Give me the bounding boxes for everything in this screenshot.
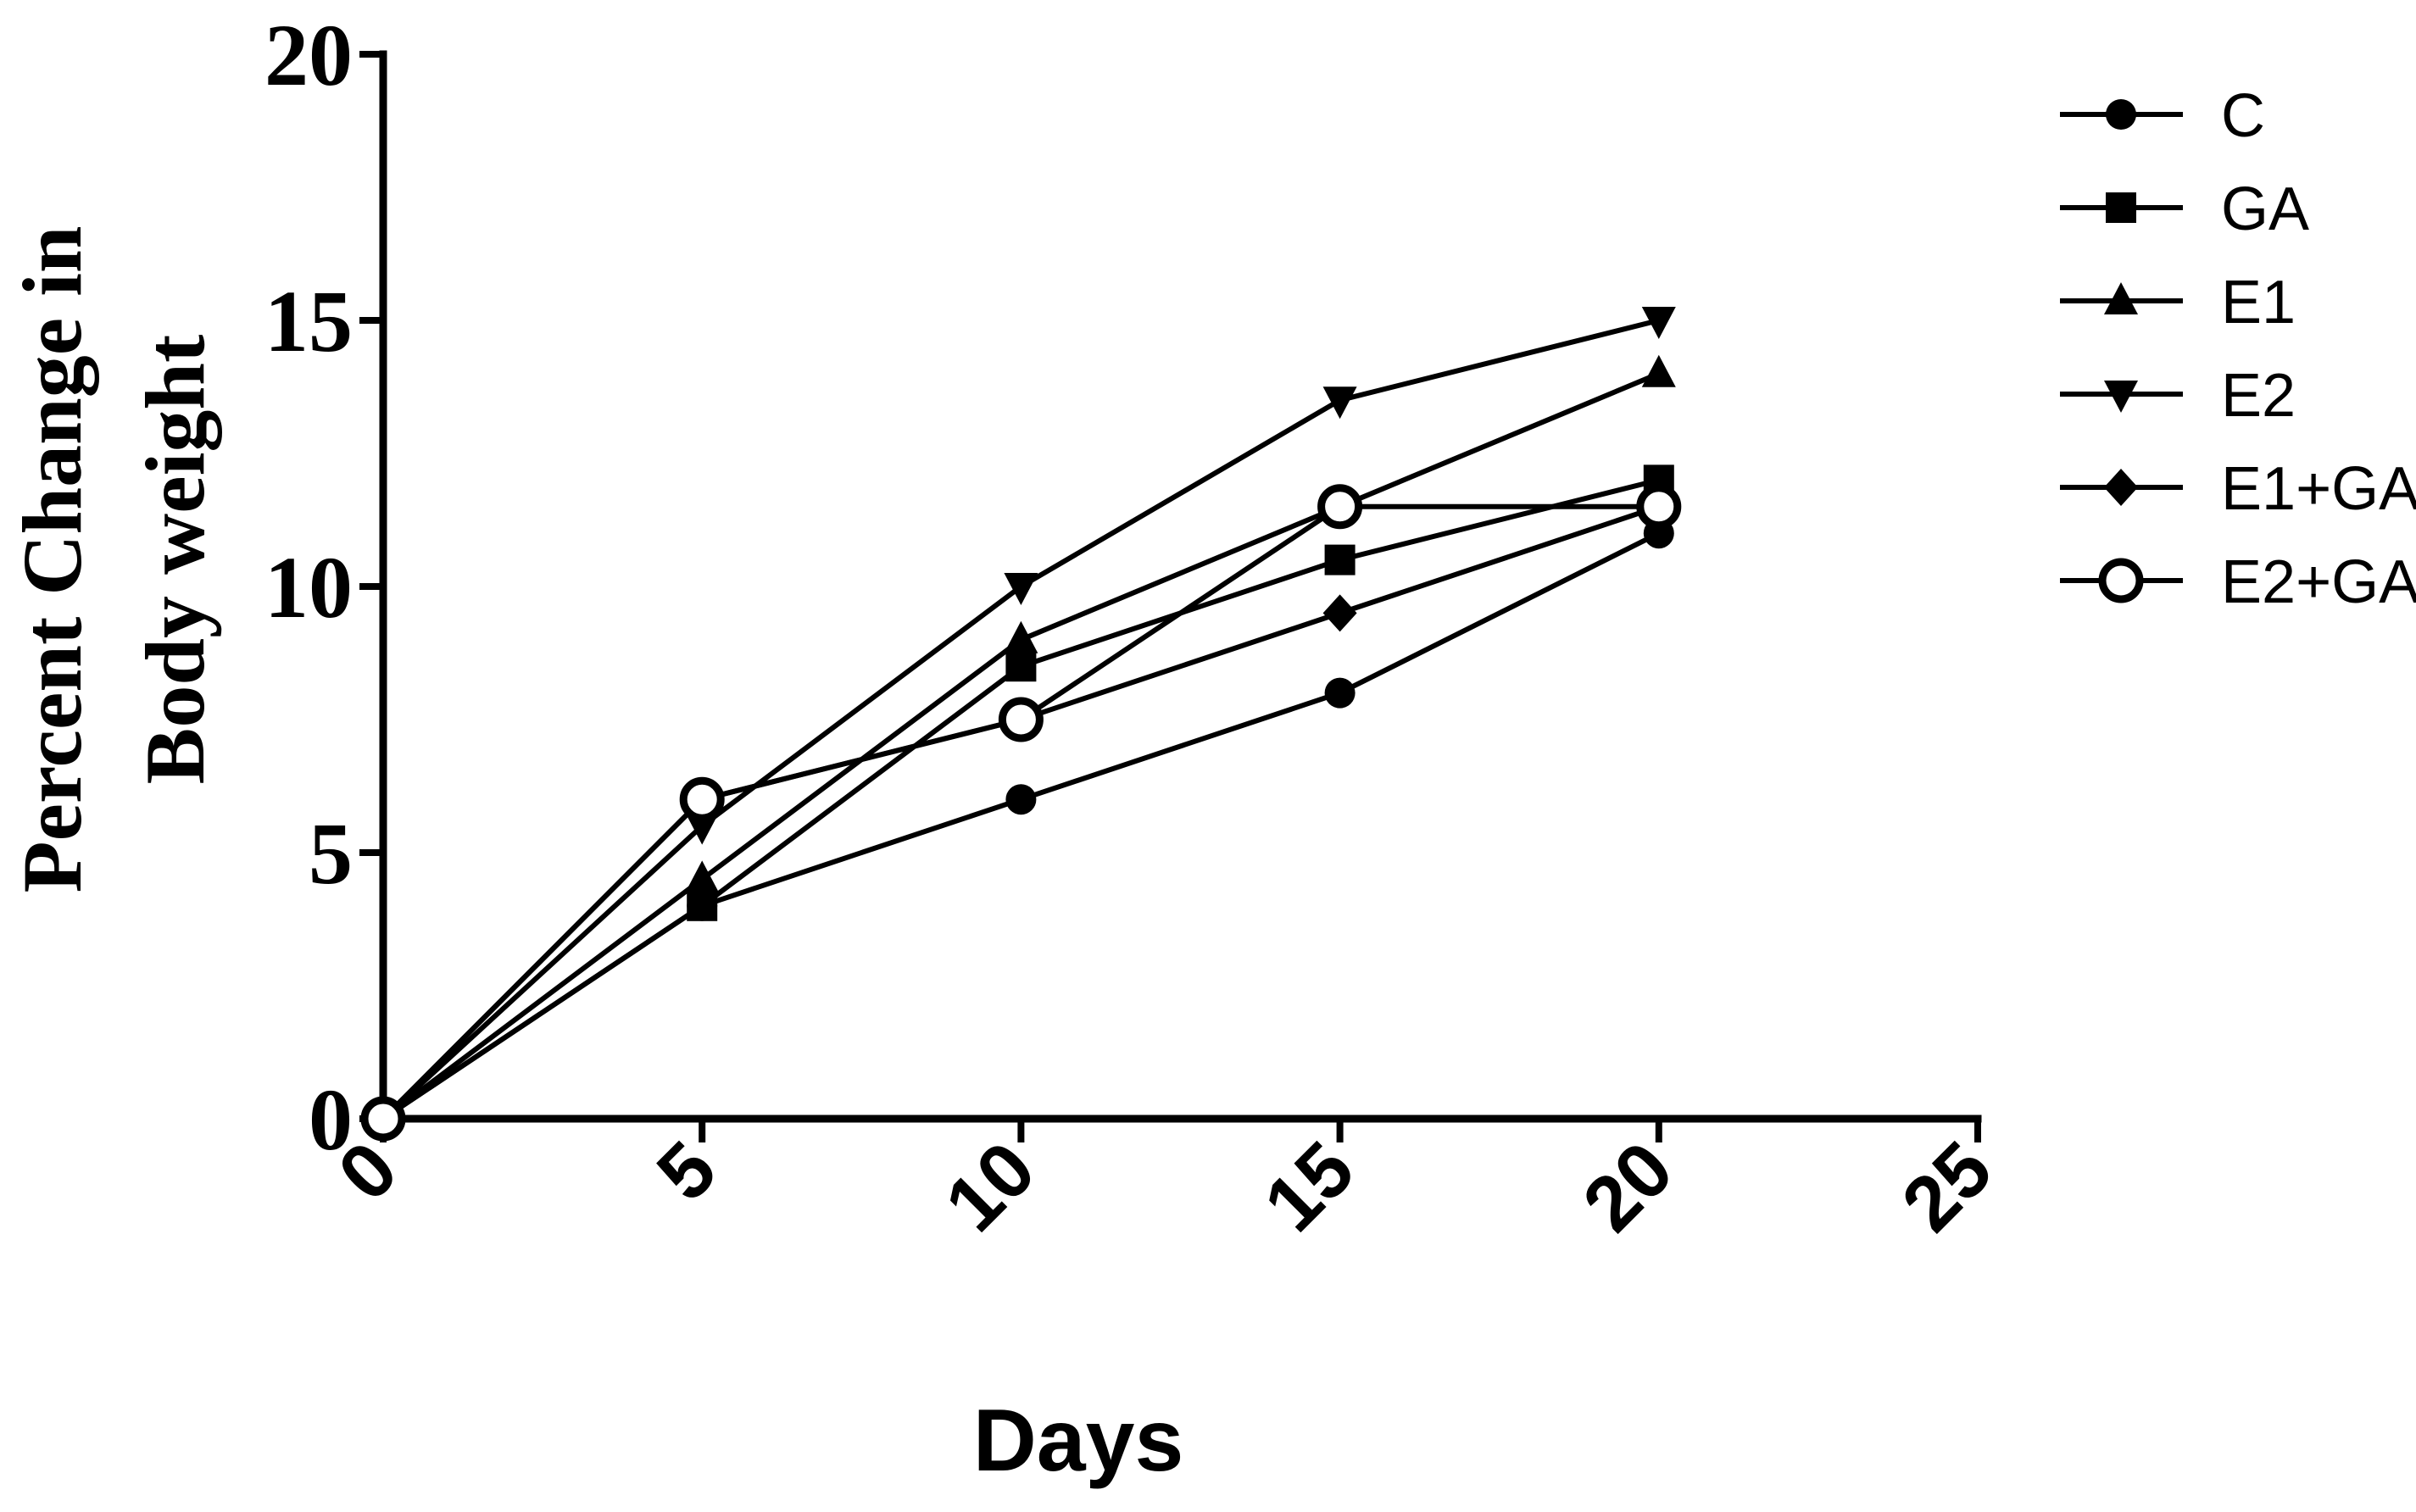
x-tick-label: 25 (1886, 1126, 2008, 1248)
legend-marker (2104, 469, 2138, 506)
legend-marker (2106, 99, 2136, 130)
legend-item: E2+GA (2060, 548, 2416, 616)
y-tick-label: 10 (264, 539, 353, 636)
legend-label: C (2221, 82, 2265, 150)
data-point (360, 1096, 406, 1142)
data-point (1004, 573, 1038, 605)
data-point (1641, 354, 1676, 387)
legend-label: E1 (2221, 269, 2296, 336)
legend-marker (2098, 558, 2144, 603)
legend-label: E2 (2221, 362, 2296, 430)
series-e2-ga (360, 484, 1682, 1142)
series-layer (360, 307, 1682, 1142)
y-tick-label: 0 (309, 1071, 353, 1169)
data-point (1004, 620, 1038, 653)
legend: C GA E1 E2 E1+GA E2+GA (2060, 82, 2416, 616)
legend-label: E1+GA (2221, 455, 2416, 523)
data-point (1636, 484, 1682, 530)
legend-marker (2106, 192, 2136, 223)
data-point (1005, 651, 1037, 682)
legend-marker (2104, 381, 2138, 413)
data-point (1317, 484, 1363, 530)
y-axis-label: Percent Change in Body weight (5, 226, 222, 893)
legend-item: C (2060, 82, 2265, 150)
x-tick-label: 10 (929, 1126, 1051, 1248)
y-axis-label-line1: Percent Change in (5, 226, 99, 893)
y-axis-label-line2: Body weight (128, 335, 222, 785)
data-point (1324, 677, 1356, 709)
data-point (685, 860, 720, 893)
data-point (1324, 544, 1356, 575)
legend-label: GA (2221, 175, 2309, 243)
y-tick-label: 5 (309, 805, 353, 903)
series-line (381, 371, 1660, 1121)
legend-item: E1 (2060, 269, 2296, 336)
legend-marker (2104, 282, 2138, 314)
x-tick-label: 5 (641, 1126, 732, 1217)
x-axis-label: Days (973, 1392, 1184, 1490)
legend-item: E1+GA (2060, 455, 2416, 523)
legend-item: E2 (2060, 362, 2296, 430)
series-c (368, 518, 1674, 1134)
data-point (998, 697, 1044, 742)
data-point (1005, 784, 1037, 815)
x-tick-label: 20 (1567, 1126, 1689, 1248)
y-tick-label: 15 (264, 273, 353, 370)
data-point (685, 812, 720, 845)
data-point (1322, 386, 1357, 420)
legend-item: GA (2060, 175, 2309, 243)
data-point (1322, 594, 1357, 632)
data-point (1641, 307, 1676, 339)
y-tick-label: 20 (264, 7, 353, 104)
data-point (687, 890, 718, 921)
x-tick-label: 15 (1248, 1126, 1370, 1248)
series-e1 (366, 354, 1676, 1132)
data-point (679, 776, 725, 822)
legend-label: E2+GA (2221, 548, 2416, 616)
